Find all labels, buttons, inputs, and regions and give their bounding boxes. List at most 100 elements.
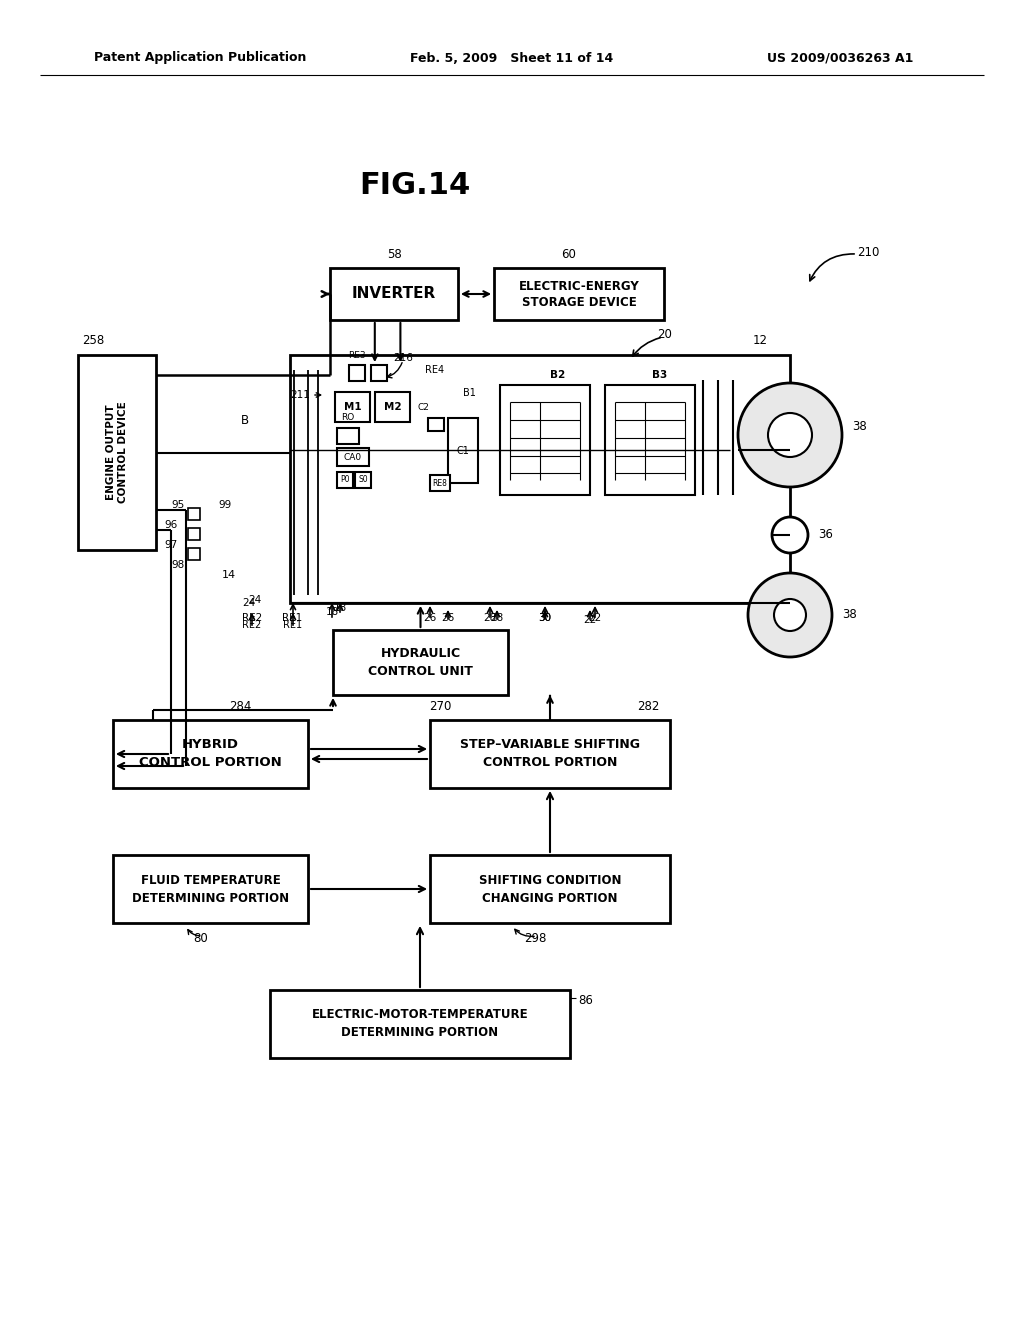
Bar (337, 447, 369, 466)
Text: DETERMINING PORTION: DETERMINING PORTION (132, 891, 289, 904)
Bar (330, 268, 458, 319)
Circle shape (772, 517, 808, 553)
Text: B: B (241, 413, 249, 426)
Text: HYBRID: HYBRID (182, 738, 239, 751)
Text: Patent Application Publication: Patent Application Publication (94, 51, 306, 65)
Text: C1: C1 (457, 446, 469, 455)
Text: 38: 38 (842, 609, 857, 622)
Text: 36: 36 (818, 528, 833, 541)
Bar (337, 473, 353, 488)
Bar (500, 385, 590, 495)
Text: FLUID TEMPERATURE: FLUID TEMPERATURE (140, 874, 281, 887)
Circle shape (774, 599, 806, 631)
Bar (270, 990, 570, 1059)
Bar (335, 392, 370, 422)
Bar (494, 268, 664, 319)
Text: B2: B2 (550, 370, 565, 380)
Text: DETERMINING PORTION: DETERMINING PORTION (341, 1027, 499, 1040)
Text: 20: 20 (657, 329, 673, 342)
Text: ENGINE OUTPUT
CONTROL DEVICE: ENGINE OUTPUT CONTROL DEVICE (106, 401, 128, 503)
Text: 26: 26 (423, 612, 436, 623)
Bar (188, 528, 200, 540)
Text: 86: 86 (578, 994, 593, 1006)
Circle shape (738, 383, 842, 487)
Text: 96: 96 (165, 520, 178, 531)
Text: SHIFTING CONDITION: SHIFTING CONDITION (479, 874, 622, 887)
Text: M2: M2 (384, 403, 401, 412)
Text: 284: 284 (229, 700, 252, 713)
Bar (430, 475, 450, 491)
Text: 282: 282 (638, 700, 660, 713)
Text: CONTROL PORTION: CONTROL PORTION (482, 756, 617, 770)
Bar (113, 719, 308, 788)
Text: 98: 98 (172, 560, 185, 570)
Text: 18: 18 (326, 607, 339, 616)
Text: 30: 30 (539, 612, 552, 623)
Text: P0: P0 (340, 475, 350, 484)
Text: CHANGING PORTION: CHANGING PORTION (482, 891, 617, 904)
Circle shape (768, 413, 812, 457)
Bar (605, 385, 695, 495)
Text: B3: B3 (652, 370, 668, 380)
Bar (337, 428, 359, 444)
Text: RE8: RE8 (432, 479, 447, 487)
Bar (428, 418, 444, 432)
Circle shape (748, 573, 831, 657)
Bar (78, 355, 156, 550)
Text: 26: 26 (441, 612, 455, 623)
Text: 60: 60 (561, 248, 577, 260)
Text: ELECTRIC-ENERGY: ELECTRIC-ENERGY (518, 280, 639, 293)
Bar (430, 855, 670, 923)
Text: CA0: CA0 (344, 453, 362, 462)
Text: RE1: RE1 (282, 612, 302, 623)
Bar (355, 473, 371, 488)
Text: 80: 80 (194, 932, 208, 945)
Text: 298: 298 (524, 932, 546, 945)
Text: C2: C2 (417, 404, 429, 412)
Text: HYDRAULIC: HYDRAULIC (381, 647, 461, 660)
Text: Feb. 5, 2009   Sheet 11 of 14: Feb. 5, 2009 Sheet 11 of 14 (411, 51, 613, 65)
Text: 14: 14 (222, 570, 237, 579)
Bar (188, 508, 200, 520)
Bar (449, 418, 478, 483)
Text: 95: 95 (172, 500, 185, 510)
Text: 18: 18 (334, 603, 347, 612)
Text: RE4: RE4 (425, 366, 444, 375)
Text: 270: 270 (429, 701, 452, 714)
Bar (188, 548, 200, 560)
Text: 38: 38 (852, 421, 866, 433)
Bar (290, 355, 790, 603)
Text: 58: 58 (387, 248, 401, 260)
Text: RE1: RE1 (284, 620, 302, 630)
Text: 211: 211 (290, 389, 310, 400)
Text: ELECTRIC-MOTOR-TEMPERATURE: ELECTRIC-MOTOR-TEMPERATURE (311, 1008, 528, 1022)
Bar (349, 366, 365, 381)
Bar (333, 630, 508, 696)
Text: RE2: RE2 (242, 612, 262, 623)
Bar (375, 392, 410, 422)
Text: CONTROL PORTION: CONTROL PORTION (139, 756, 282, 770)
Text: S0: S0 (358, 475, 368, 484)
Bar (371, 366, 387, 381)
Text: 24: 24 (249, 595, 261, 605)
Text: 30: 30 (539, 612, 552, 623)
Text: RE3: RE3 (348, 351, 366, 359)
Bar (113, 855, 308, 923)
Text: 210: 210 (857, 246, 880, 259)
Text: 24: 24 (243, 598, 256, 609)
Text: RO: RO (341, 413, 354, 422)
Text: 258: 258 (82, 334, 104, 347)
Text: 12: 12 (753, 334, 768, 347)
Text: STEP–VARIABLE SHIFTING: STEP–VARIABLE SHIFTING (460, 738, 640, 751)
Text: CONTROL UNIT: CONTROL UNIT (368, 665, 473, 678)
Text: 97: 97 (165, 540, 178, 550)
Text: 99: 99 (218, 500, 231, 510)
Text: STORAGE DEVICE: STORAGE DEVICE (521, 296, 636, 309)
Text: 22: 22 (584, 615, 597, 624)
Text: B1: B1 (463, 388, 476, 399)
Text: FIG.14: FIG.14 (359, 170, 471, 199)
Text: RE2: RE2 (243, 620, 261, 630)
Text: M1: M1 (344, 403, 361, 412)
Text: US 2009/0036263 A1: US 2009/0036263 A1 (767, 51, 913, 65)
Text: 216: 216 (393, 352, 413, 363)
